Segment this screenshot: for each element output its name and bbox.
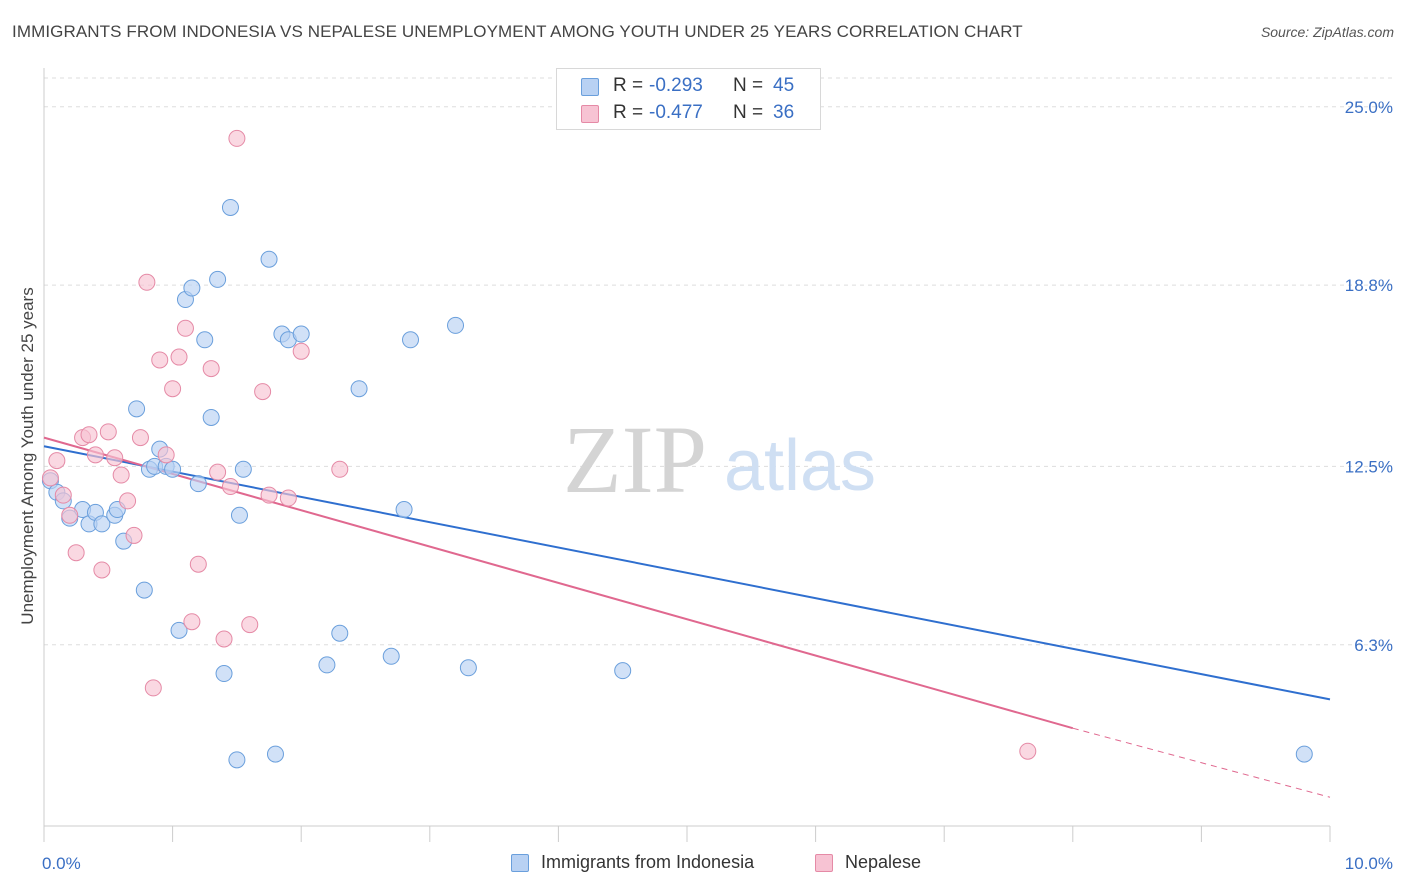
nepalese-point	[67, 544, 85, 562]
indonesia-point	[209, 270, 227, 288]
nepalese-point	[125, 526, 143, 544]
y-axis-label: Unemployment Among Youth under 25 years	[18, 287, 37, 625]
nepalese-point	[176, 319, 194, 337]
y-tick-label: 25.0%	[1345, 98, 1393, 117]
data-points	[41, 129, 1313, 769]
legend-label: Nepalese	[845, 852, 922, 872]
indonesia-point	[331, 624, 349, 642]
tick-labels: 6.3% 12.5% 18.8% 25.0% 0.0% 10.0%	[42, 98, 1393, 873]
nepalese-trend-extension	[1072, 727, 1331, 798]
nepalese-point	[41, 469, 59, 487]
indonesia-point	[135, 581, 153, 599]
nepalese-point	[241, 616, 259, 634]
source-credit: Source: ZipAtlas.com	[1260, 24, 1394, 40]
n-label: N =	[733, 102, 764, 123]
nepalese-point	[144, 679, 162, 697]
nepalese-point	[112, 466, 130, 484]
indonesia-trend-line	[43, 445, 1331, 701]
nepalese-point	[151, 351, 169, 369]
grid-lines	[44, 77, 1394, 646]
indonesia-point	[260, 250, 278, 268]
indonesia-point	[93, 515, 111, 533]
y-tick-label: 12.5%	[1345, 457, 1393, 476]
nepalese-point	[86, 446, 104, 464]
indonesia-point	[350, 380, 368, 398]
nepalese-point	[48, 452, 66, 470]
indonesia-point	[170, 621, 188, 639]
nepalese-point	[279, 489, 297, 507]
nepalese-point	[260, 486, 278, 504]
nepalese-point	[292, 342, 310, 360]
indonesia-point	[1295, 745, 1313, 763]
indonesia-point	[395, 501, 413, 519]
indonesia-point	[459, 659, 477, 677]
n-value: 36	[773, 102, 795, 123]
nepalese-point	[202, 360, 220, 378]
chart-title: IMMIGRANTS FROM INDONESIA VS NEPALESE UN…	[12, 22, 1023, 41]
nepalese-point	[131, 429, 149, 447]
nepalese-point	[119, 492, 137, 510]
indonesia-point	[292, 325, 310, 343]
trend-lines	[43, 436, 1331, 798]
x-tick-label: 0.0%	[42, 854, 81, 873]
r-label: R =	[613, 75, 644, 96]
nepalese-point	[170, 348, 188, 366]
nepalese-point	[164, 380, 182, 398]
r-value: -0.293	[649, 75, 703, 96]
r-label: R =	[613, 102, 644, 123]
indonesia-point	[183, 279, 201, 297]
indonesia-point	[196, 331, 214, 349]
nepalese-point	[331, 460, 349, 478]
indonesia-point	[221, 198, 239, 216]
nepalese-point	[183, 613, 201, 631]
nepalese-swatch	[815, 854, 833, 872]
nepalese-point	[157, 446, 175, 464]
y-tick-label: 18.8%	[1345, 276, 1393, 295]
nepalese-point	[93, 561, 111, 579]
indonesia-point	[230, 506, 248, 524]
indonesia-point	[234, 460, 252, 478]
indonesia-point	[382, 647, 400, 665]
legend-label: Immigrants from Indonesia	[541, 852, 755, 872]
y-tick-label: 6.3%	[1354, 636, 1393, 655]
nepalese-point	[254, 383, 272, 401]
x-tick-label: 10.0%	[1345, 854, 1393, 873]
nepalese-point	[61, 506, 79, 524]
nepalese-point	[54, 486, 72, 504]
indonesia-point	[164, 460, 182, 478]
r-value: -0.477	[649, 102, 703, 123]
indonesia-point	[318, 656, 336, 674]
indonesia-point	[447, 316, 465, 334]
indonesia-point	[228, 751, 246, 769]
n-value: 45	[773, 75, 795, 96]
watermark-atlas: atlas	[724, 426, 876, 506]
nepalese-point	[106, 449, 124, 467]
nepalese-point	[221, 478, 239, 496]
watermark-zip: ZIP	[563, 406, 707, 513]
indonesia-swatch	[581, 78, 599, 96]
indonesia-swatch	[511, 854, 529, 872]
indonesia-point	[189, 475, 207, 493]
indonesia-point	[202, 408, 220, 426]
indonesia-point	[402, 331, 420, 349]
nepalese-point	[228, 129, 246, 147]
nepalese-point	[138, 273, 156, 291]
indonesia-point	[614, 662, 632, 680]
watermark: ZIP atlas	[563, 406, 876, 513]
nepalese-point	[215, 630, 233, 648]
nepalese-trend-line	[43, 436, 1074, 730]
nepalese-swatch	[581, 105, 599, 123]
indonesia-point	[128, 400, 146, 418]
indonesia-point	[266, 745, 284, 763]
n-label: N =	[733, 75, 764, 96]
correlation-legend: R = -0.293 N = 45 R = -0.477 N = 36	[556, 68, 821, 130]
indonesia-point	[215, 665, 233, 683]
nepalese-point	[209, 463, 227, 481]
nepalese-point	[1019, 742, 1037, 760]
nepalese-point	[99, 423, 117, 441]
axes	[43, 68, 1331, 842]
nepalese-point	[189, 555, 207, 573]
nepalese-point	[80, 426, 98, 444]
